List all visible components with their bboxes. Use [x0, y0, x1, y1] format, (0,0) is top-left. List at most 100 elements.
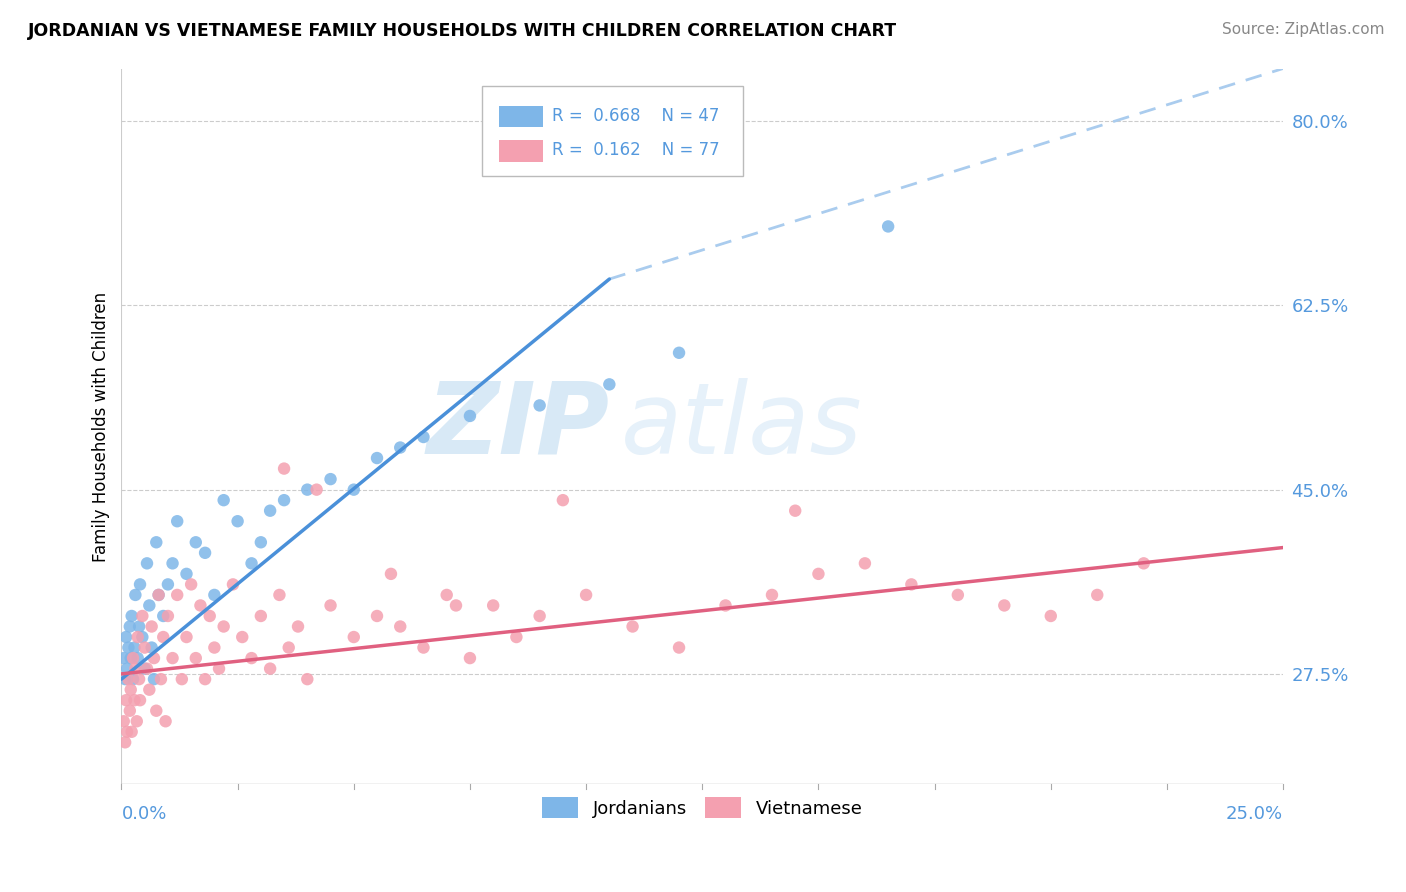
Point — [226, 514, 249, 528]
Point — [115, 662, 138, 676]
Text: Source: ZipAtlas.com: Source: ZipAtlas.com — [1222, 22, 1385, 37]
Point — [128, 619, 150, 633]
Point — [273, 493, 295, 508]
Point — [900, 577, 922, 591]
Point — [212, 493, 235, 508]
Point — [436, 588, 458, 602]
Point — [121, 609, 143, 624]
Point — [269, 588, 291, 602]
Point — [250, 609, 273, 624]
Point — [122, 651, 145, 665]
Point — [184, 535, 207, 549]
Point — [152, 630, 174, 644]
Point — [1132, 557, 1154, 571]
Point — [112, 651, 135, 665]
Point — [412, 640, 434, 655]
Point — [145, 535, 167, 549]
Point — [366, 609, 388, 624]
Point — [136, 662, 159, 676]
Point — [297, 483, 319, 497]
Point — [128, 672, 150, 686]
Point — [131, 630, 153, 644]
Point — [149, 672, 172, 686]
Point — [115, 693, 138, 707]
Point — [319, 599, 342, 613]
Point — [176, 630, 198, 644]
Point — [114, 672, 136, 686]
Point — [124, 662, 146, 676]
Point — [138, 682, 160, 697]
Point — [129, 693, 152, 707]
Point — [319, 472, 342, 486]
Point — [198, 609, 221, 624]
Point — [668, 640, 690, 655]
Point — [231, 630, 253, 644]
Point — [120, 651, 142, 665]
Point — [273, 461, 295, 475]
Point — [380, 566, 402, 581]
Point — [194, 546, 217, 560]
Point — [389, 441, 412, 455]
Point — [115, 630, 138, 644]
Point — [240, 651, 263, 665]
Point — [194, 672, 217, 686]
Text: 0.0%: 0.0% — [121, 805, 167, 823]
Legend: Jordanians, Vietnamese: Jordanians, Vietnamese — [534, 790, 870, 825]
Point — [202, 640, 225, 655]
Point — [180, 577, 202, 591]
Point — [529, 609, 551, 624]
Point — [761, 588, 783, 602]
Point — [127, 630, 149, 644]
Point — [127, 651, 149, 665]
Point — [529, 399, 551, 413]
FancyBboxPatch shape — [482, 87, 742, 176]
Point — [259, 504, 281, 518]
Point — [785, 504, 807, 518]
Point — [118, 619, 141, 633]
Text: R =  0.162    N = 77: R = 0.162 N = 77 — [553, 141, 720, 159]
Point — [162, 557, 184, 571]
Point — [145, 704, 167, 718]
Point — [143, 651, 166, 665]
Text: R =  0.668    N = 47: R = 0.668 N = 47 — [553, 107, 720, 125]
Point — [121, 724, 143, 739]
Point — [170, 672, 193, 686]
Point — [136, 557, 159, 571]
Point — [668, 345, 690, 359]
Point — [166, 514, 188, 528]
Point — [155, 714, 177, 729]
Point — [222, 577, 245, 591]
Point — [117, 640, 139, 655]
Point — [176, 566, 198, 581]
Point — [1039, 609, 1062, 624]
Point — [156, 577, 179, 591]
Point — [1085, 588, 1108, 602]
Point — [115, 724, 138, 739]
Point — [853, 557, 876, 571]
Point — [156, 609, 179, 624]
Text: ZIP: ZIP — [426, 378, 609, 475]
Point — [343, 630, 366, 644]
Point — [412, 430, 434, 444]
Point — [277, 640, 299, 655]
Point — [162, 651, 184, 665]
Point — [141, 619, 163, 633]
Point — [190, 599, 212, 613]
Point — [946, 588, 969, 602]
Point — [114, 735, 136, 749]
Point — [482, 599, 505, 613]
Point — [993, 599, 1015, 613]
Point — [124, 640, 146, 655]
Point — [134, 662, 156, 676]
Point — [343, 483, 366, 497]
Point — [125, 714, 148, 729]
Point — [458, 409, 481, 423]
Point — [208, 662, 231, 676]
Point — [807, 566, 830, 581]
Y-axis label: Family Households with Children: Family Households with Children — [93, 292, 110, 562]
Bar — [499, 106, 543, 128]
Point — [297, 672, 319, 686]
Point — [124, 693, 146, 707]
Point — [458, 651, 481, 665]
Point — [366, 451, 388, 466]
